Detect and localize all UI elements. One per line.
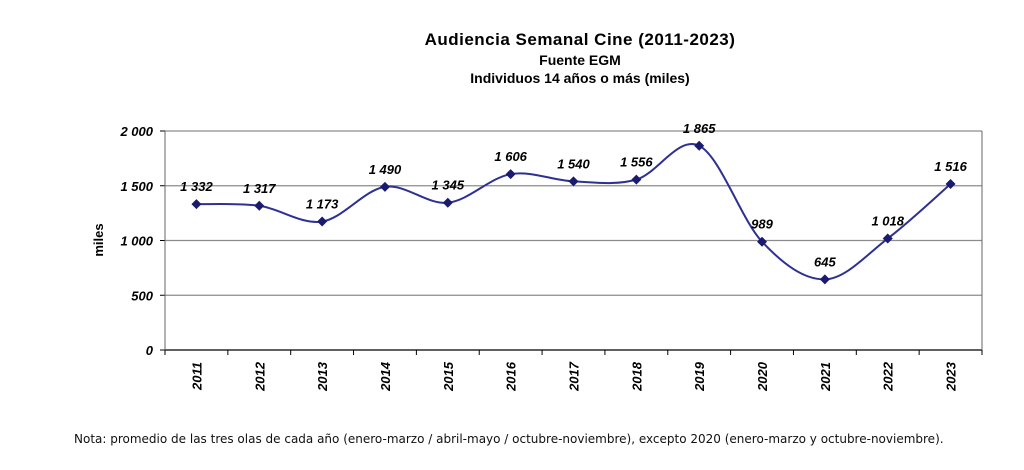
- data-label: 1 018: [871, 214, 904, 229]
- data-label: 1 490: [369, 162, 402, 177]
- x-tick-label: 2015: [441, 361, 456, 392]
- y-tick-label: 1 500: [120, 179, 153, 194]
- x-tick-label: 2021: [818, 362, 833, 392]
- data-point: [568, 176, 579, 187]
- chart-title: Audiencia Semanal Cine (2011-2023): [424, 30, 736, 49]
- line-chart: 0 500 1 000 1 500 2 000 2011 2012 2013 2014 2015 2…: [91, 121, 983, 392]
- footnote: Nota: promedio de las tres olas de cada …: [74, 432, 944, 446]
- x-tick-label: 2019: [692, 361, 707, 392]
- data-label: 1 556: [620, 155, 653, 170]
- y-axis-label: miles: [91, 223, 106, 256]
- data-point: [379, 181, 390, 192]
- y-tick-label: 500: [131, 288, 153, 303]
- x-tick-label: 2013: [315, 361, 330, 392]
- data-label: 645: [814, 254, 836, 269]
- data-point: [191, 199, 202, 210]
- data-label: 1 540: [557, 156, 590, 171]
- x-tick-label: 2012: [252, 361, 267, 392]
- chart-subtitle: Fuente EGM: [539, 52, 621, 68]
- x-tick-label: 2017: [567, 361, 582, 392]
- data-point: [254, 200, 265, 211]
- y-tick-label: 2 000: [119, 124, 153, 139]
- data-point: [694, 140, 705, 151]
- data-label: 1 332: [180, 179, 213, 194]
- data-point: [882, 233, 893, 244]
- data-label: 1 865: [683, 121, 716, 136]
- data-label: 989: [751, 217, 773, 232]
- data-label: 1 173: [306, 197, 339, 212]
- data-point: [442, 197, 453, 208]
- chart-subtitle-2: Individuos 14 años o más (miles): [470, 70, 690, 86]
- data-point: [757, 236, 768, 247]
- data-point: [505, 169, 516, 180]
- x-tick-label: 2020: [755, 361, 770, 392]
- x-tick-label: 2016: [504, 361, 519, 392]
- data-label: 1 516: [934, 159, 967, 174]
- data-label: 1 606: [494, 149, 527, 164]
- data-point: [819, 274, 830, 285]
- data-label: 1 317: [243, 181, 276, 196]
- data-point: [317, 216, 328, 227]
- x-tick-label: 2014: [378, 361, 393, 392]
- x-tick-label: 2011: [189, 362, 204, 391]
- y-tick-label: 1 000: [120, 234, 153, 249]
- x-tick-label: 2018: [629, 361, 644, 392]
- data-point: [945, 178, 956, 189]
- y-tick-label: 0: [146, 343, 154, 358]
- data-point: [631, 174, 642, 185]
- data-label: 1 345: [432, 178, 465, 193]
- x-tick-label: 2023: [944, 361, 959, 392]
- x-tick-label: 2022: [881, 361, 896, 392]
